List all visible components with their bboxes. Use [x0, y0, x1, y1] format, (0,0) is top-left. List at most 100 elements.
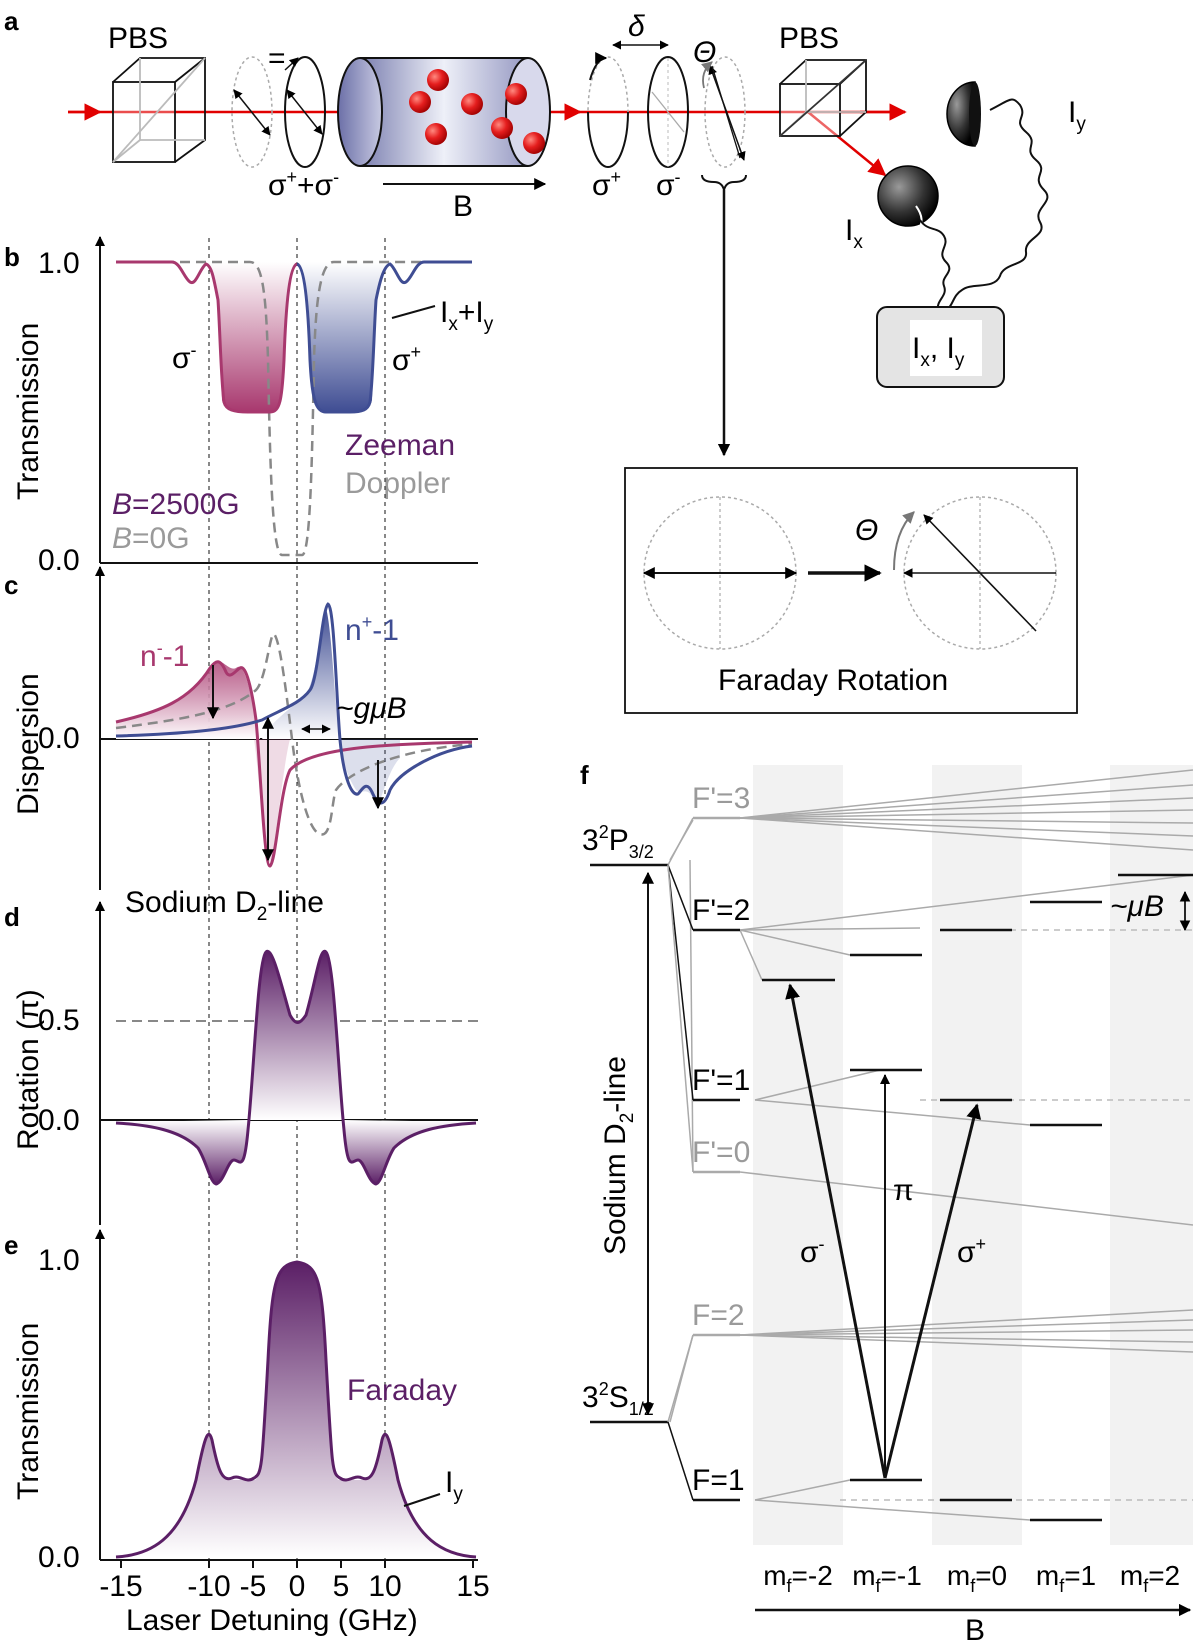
polarization-rotated: [701, 56, 746, 168]
detector-x: [877, 165, 939, 231]
e-xtick-label: 15: [456, 1570, 489, 1603]
pbs-cube-right: [779, 59, 867, 137]
d-fill-up: [248, 951, 344, 1120]
c-sodium-label: Sodium D2-line: [125, 886, 324, 925]
e-xtick-labels: -15 -10 -5 0 5 10 15: [99, 1570, 489, 1603]
zeeman-fans: [669, 769, 1193, 1521]
label-f2: F=2: [692, 1299, 745, 1332]
e-xticks: [120, 1560, 474, 1568]
d-ytick-half: 0.5: [38, 1004, 80, 1037]
polarization-sigma-plus: [587, 52, 629, 169]
e-iy-label: Iy: [445, 1466, 463, 1505]
panel-letter-d: d: [4, 902, 20, 932]
e-xtick-label: -5: [240, 1570, 267, 1603]
c-nminus-label: n--1: [140, 638, 189, 673]
polarization-sigma-minus: [647, 56, 689, 168]
inset-caption: Faraday Rotation: [718, 664, 948, 697]
b-ixy-label: Ix+Iy: [440, 296, 494, 335]
connector-p32-f2: [667, 864, 694, 931]
label-pi-f: π: [893, 1174, 914, 1207]
b-ytick-top: 1.0: [38, 247, 80, 280]
label-fp3: F'=3: [692, 782, 750, 815]
cable-x: [919, 219, 951, 311]
panel-letter-f: f: [580, 760, 589, 790]
b-ixy-pointer: [391, 305, 436, 319]
e-xtick-label: -15: [99, 1570, 142, 1603]
e-ytick-top: 1.0: [38, 1244, 80, 1277]
zeeman-sublevels: [762, 873, 1193, 1522]
mub-label: ~μB: [1110, 890, 1164, 923]
vapor-cell: [337, 57, 551, 167]
e-xtick-label: 10: [368, 1570, 401, 1603]
b-ylabel: Transmission: [12, 323, 45, 500]
transition-sigma-minus: [785, 983, 887, 1479]
delta-label: δ: [628, 10, 645, 43]
polarization-linear-left: [231, 56, 273, 168]
b-fill-minus: [200, 262, 297, 412]
b-zeeman-curve-plus: [296, 260, 472, 414]
brace: [701, 174, 747, 191]
panel-letter-c: c: [4, 570, 18, 600]
e-xlabel: Laser Detuning (GHz): [126, 1604, 418, 1637]
b-ytick-bottom: 0.0: [38, 544, 80, 577]
label-p32: 32P3/2: [582, 822, 654, 862]
pbs-label-right: PBS: [779, 22, 839, 55]
panel-letter-a: a: [4, 6, 19, 36]
connector-s12-f1: [667, 1421, 694, 1501]
connector-p32-f0: [667, 864, 694, 1173]
b-legend-0: B=0G: [112, 522, 190, 555]
readout-box: [876, 306, 1005, 388]
d-ylabel: Rotation (π): [12, 989, 45, 1150]
label-sigma-plus-f: σ+: [957, 1234, 986, 1269]
detector-x-label: Ix: [845, 214, 863, 253]
laser-beam-reflected: [807, 111, 887, 177]
mf-label: mf=-2: [763, 1560, 833, 1596]
e-faraday-curve: [115, 1260, 477, 1559]
equals-sign: =: [268, 42, 286, 75]
e-xtick-label: -10: [187, 1570, 230, 1603]
b-fill-plus: [297, 262, 394, 412]
connector-p32-f3: [667, 817, 694, 866]
b-sigma-plus: σ+: [392, 342, 421, 377]
faraday-inset: [624, 467, 1078, 714]
panel-b-transmission: b 1.0 0.0 Transmission σ- σ+ Ix+Iy Zeema…: [4, 236, 494, 577]
c-ytick-zero: 0.0: [38, 722, 80, 755]
readout-label: Ix, Iy: [912, 332, 965, 371]
b-doppler-curve: [116, 260, 472, 557]
d-fill-down: [116, 1120, 476, 1184]
d-rotation-curve: [115, 949, 477, 1186]
theta-label: Θ: [693, 36, 716, 69]
c-doppler-curve: [115, 632, 473, 836]
transition-sigma-plus: [883, 1103, 982, 1479]
panel-a-setup: a PBS = σ++σ-: [4, 6, 1086, 714]
panel-letter-e: e: [4, 1230, 18, 1260]
connector-s12-f2: [667, 1334, 694, 1423]
label-f1: F=1: [692, 1464, 745, 1497]
c-ylabel: Dispersion: [12, 673, 45, 815]
detector-y: [946, 81, 981, 147]
mf-label: mf=1: [1036, 1560, 1096, 1596]
inset-theta: Θ: [855, 514, 878, 547]
mf-label: mf=0: [947, 1560, 1007, 1596]
mf-label: mf=2: [1120, 1560, 1180, 1596]
pbs-label-left: PBS: [108, 22, 168, 55]
e-xtick-label: 0: [289, 1570, 306, 1603]
connector-p32-f1: [667, 864, 694, 1101]
b-zeeman-curve: [116, 260, 298, 414]
mf-columns: [753, 765, 1193, 1545]
polarization-circular-left: [284, 56, 326, 168]
panel-letter-b: b: [4, 242, 20, 272]
c-fill-plus-low: [340, 739, 400, 808]
c-nplus-label: n+-1: [345, 612, 399, 647]
mf-labels: mf=-2 mf=-1 mf=0 mf=1 mf=2: [763, 1560, 1180, 1596]
b-sigma-minus: σ-: [172, 340, 197, 375]
hyperfine-levels: [693, 816, 740, 1502]
c-nminus-curve: [115, 660, 473, 868]
e-xtick-label: 5: [333, 1570, 350, 1603]
label-fp2: F'=2: [692, 894, 750, 927]
b-axis-label: B: [965, 1614, 985, 1642]
e-ytick-bottom: 0.0: [38, 1541, 80, 1574]
cable-y: [943, 98, 1049, 313]
e-faraday-label: Faraday: [347, 1374, 457, 1407]
